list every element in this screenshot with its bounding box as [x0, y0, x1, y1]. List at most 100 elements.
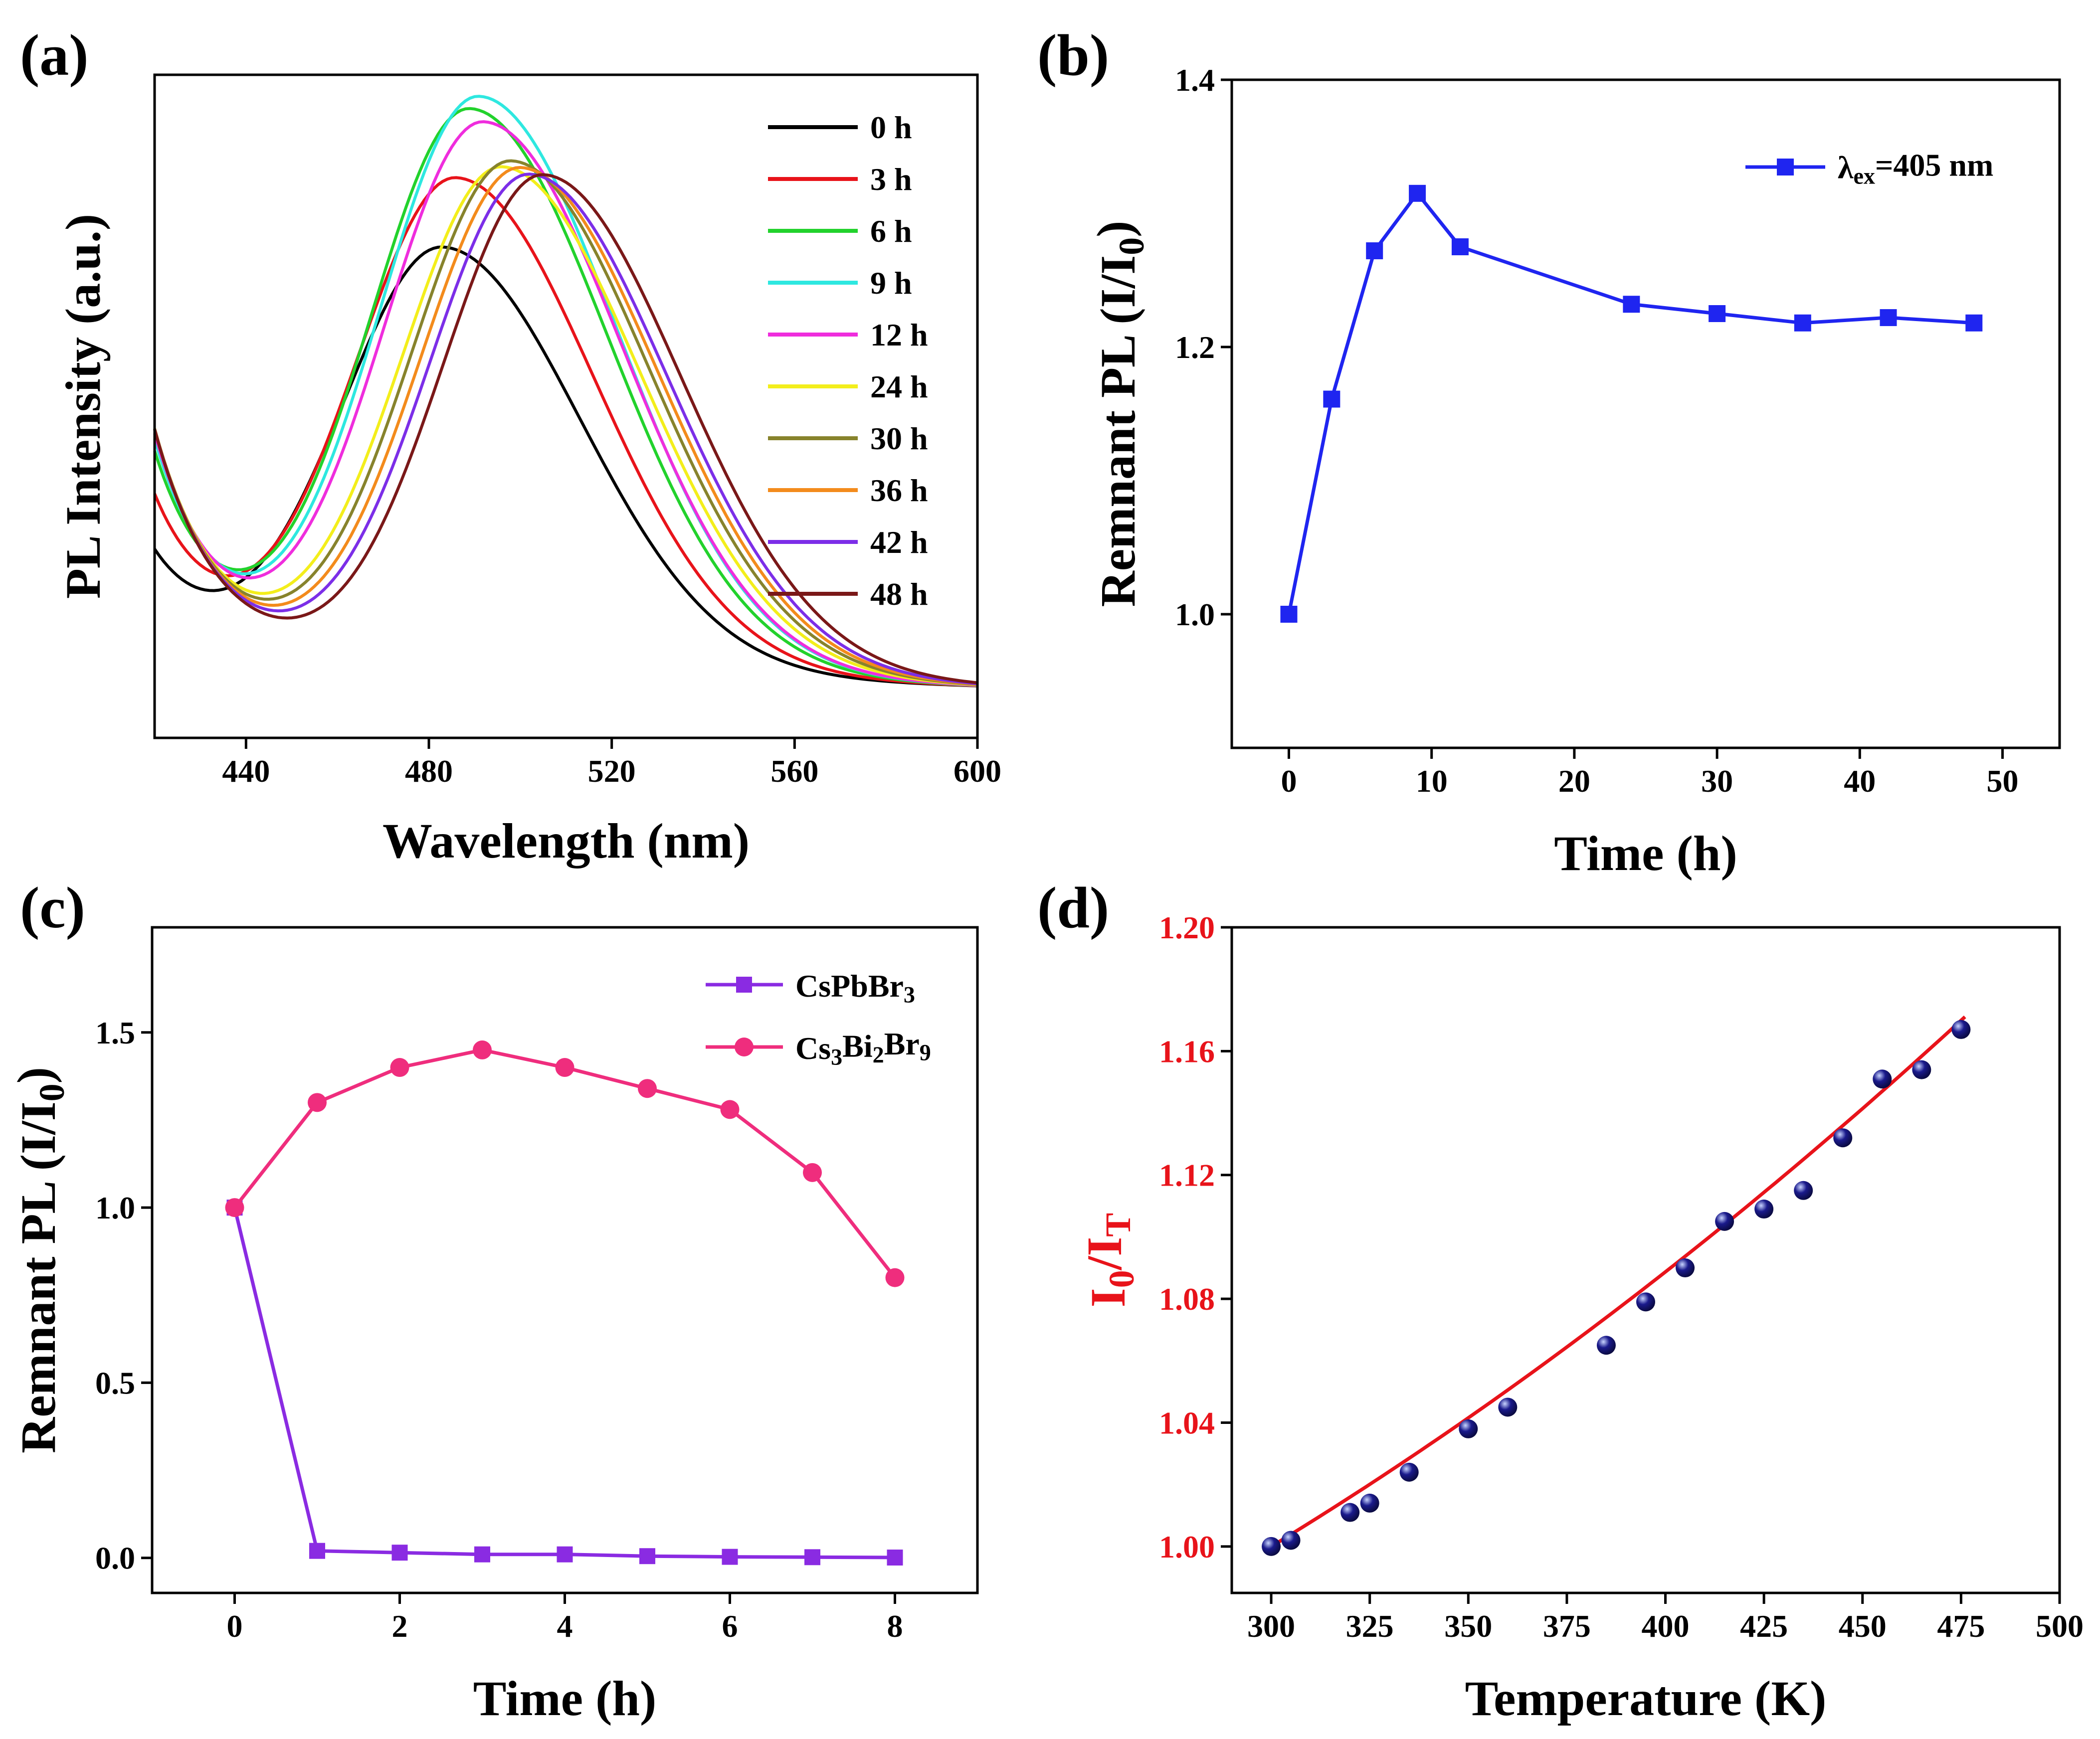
panel-label-c: (c)	[20, 875, 85, 940]
series-b-point	[1280, 606, 1298, 623]
legend-a-label: 48 h	[870, 576, 928, 612]
panel-b-xtick-label: 0	[1281, 763, 1297, 799]
data-point-d	[1873, 1069, 1892, 1089]
legend-a-label: 9 h	[870, 265, 912, 301]
series-a-12h	[153, 120, 978, 687]
series-b-point	[1880, 309, 1897, 327]
series-b-point	[1366, 242, 1383, 260]
series-c-point-0	[309, 1543, 325, 1559]
panel-a-ylabel: PL Intensity (a.u.)	[55, 214, 111, 599]
series-c-point-0	[557, 1546, 573, 1563]
series-a-48h	[153, 173, 978, 685]
panel-b-xtick-label: 50	[1987, 763, 2019, 799]
panel-c-frame	[151, 926, 979, 1594]
series-c-point-1	[390, 1058, 409, 1077]
legend-b-marker	[1777, 159, 1794, 175]
series-c-point-1	[225, 1198, 244, 1217]
panel-b-xtick-label: 10	[1416, 763, 1448, 799]
legend-a-label: 6 h	[870, 213, 912, 249]
panel-d-xtick-label: 325	[1346, 1608, 1394, 1644]
legend-c-label: Cs3Bi2Br9	[795, 1026, 931, 1069]
legend-a-label: 30 h	[870, 421, 928, 456]
panel-d-ytick-label: 1.00	[1159, 1529, 1215, 1565]
panel-d-ytick-label: 1.16	[1159, 1034, 1215, 1069]
data-point-d	[1596, 1336, 1616, 1355]
panel-d-frame	[1230, 926, 2061, 1594]
panel-label-b: (b)	[1037, 22, 1109, 88]
data-point-d	[1459, 1419, 1478, 1438]
panel-c-ylabel: Remnant PL (I/I0)	[7, 1067, 72, 1453]
panel-a-xtick-label: 480	[405, 753, 453, 789]
panel-d-ytick-label: 1.08	[1159, 1281, 1215, 1317]
data-point-d	[1498, 1397, 1518, 1417]
panel-d-xtick-label: 475	[1937, 1608, 1985, 1644]
panel-c-xtick-label: 8	[887, 1608, 903, 1644]
data-point-d	[1360, 1493, 1379, 1513]
panel-c-xtick-label: 0	[227, 1608, 243, 1644]
legend-a-label: 3 h	[870, 162, 912, 197]
series-a-0h	[153, 245, 978, 688]
panel-d-ylabel: I0/IT	[1077, 1213, 1142, 1308]
fit-curve	[1270, 1015, 1966, 1548]
panel-b-xtick-label: 20	[1558, 763, 1590, 799]
panel-b-frame	[1230, 78, 2061, 749]
data-point-d	[1399, 1462, 1419, 1482]
series-b-point	[1709, 305, 1726, 322]
panel-d-ytick-label: 1.04	[1159, 1405, 1215, 1440]
series-c-point-0	[804, 1549, 820, 1565]
panel-c-ytick-label: 0.5	[95, 1365, 135, 1400]
panel-b-xtick-label: 40	[1844, 763, 1876, 799]
series-a-24h	[153, 165, 978, 687]
series-c-point-0	[639, 1548, 655, 1565]
series-c-point-0	[887, 1550, 903, 1566]
series-c-point-1	[473, 1040, 492, 1059]
legend-a-label: 42 h	[870, 524, 928, 560]
data-point-d	[1676, 1258, 1695, 1278]
panel-d: (d) 300 325 350 375 400 425 450 475 500 1.00 1.04 1.…	[1037, 875, 2084, 1726]
series-b-point	[1623, 296, 1640, 313]
panel-b-ytick-label: 1.2	[1175, 330, 1215, 365]
panel-c-ytick-label: 1.5	[95, 1015, 135, 1050]
panel-a-xtick-label: 440	[222, 753, 270, 789]
panel-label-d: (d)	[1037, 875, 1109, 940]
series-b-point	[1323, 390, 1340, 408]
legend-a-label: 0 h	[870, 110, 912, 145]
data-point-d	[1636, 1292, 1655, 1312]
legend-a-label: 24 h	[870, 369, 928, 404]
panel-b-xlabel: Time (h)	[1554, 826, 1737, 881]
panel-c-xtick-label: 4	[557, 1608, 573, 1644]
series-c-point-1	[308, 1093, 327, 1112]
panel-d-ytick-label: 1.12	[1159, 1158, 1215, 1193]
panel-a-xtick-label: 520	[588, 753, 636, 789]
panel-d-xtick-label: 450	[1839, 1608, 1887, 1644]
panel-d-xtick-label: 350	[1444, 1608, 1492, 1644]
panel-b-ytick-label: 1.0	[1175, 597, 1215, 632]
legend-c-marker	[736, 977, 752, 993]
series-a-6h	[153, 107, 978, 687]
panel-a-xtick-label: 600	[954, 753, 1001, 789]
panel-b-xtick-label: 30	[1701, 763, 1733, 799]
series-c-point-0	[391, 1545, 408, 1561]
series-a-36h	[153, 166, 978, 686]
series-b-point	[1409, 184, 1426, 202]
panel-d-xtick-label: 400	[1642, 1608, 1690, 1644]
series-c-point-1	[803, 1163, 822, 1182]
legend-c-label: CsPbBr3	[795, 968, 915, 1008]
data-point-d	[1794, 1181, 1813, 1200]
series-b-point	[1794, 314, 1811, 332]
data-point-d	[1715, 1212, 1734, 1231]
panel-d-xtick-label: 300	[1247, 1608, 1295, 1644]
series-c-line-0	[233, 1207, 895, 1560]
series-c-point-1	[638, 1079, 657, 1098]
data-point-d	[1754, 1200, 1774, 1219]
legend-c-marker	[735, 1038, 754, 1056]
legend-a-label: 12 h	[870, 317, 928, 352]
panel-c-xlabel: Time (h)	[473, 1671, 657, 1726]
panel-d-xlabel: Temperature (K)	[1465, 1671, 1827, 1726]
series-c-point-1	[720, 1100, 740, 1119]
panel-c-ytick-label: 1.0	[95, 1190, 135, 1225]
series-c-point-1	[885, 1268, 905, 1287]
series-b-line	[1287, 190, 1974, 615]
panel-d-xtick-label: 425	[1740, 1608, 1788, 1644]
